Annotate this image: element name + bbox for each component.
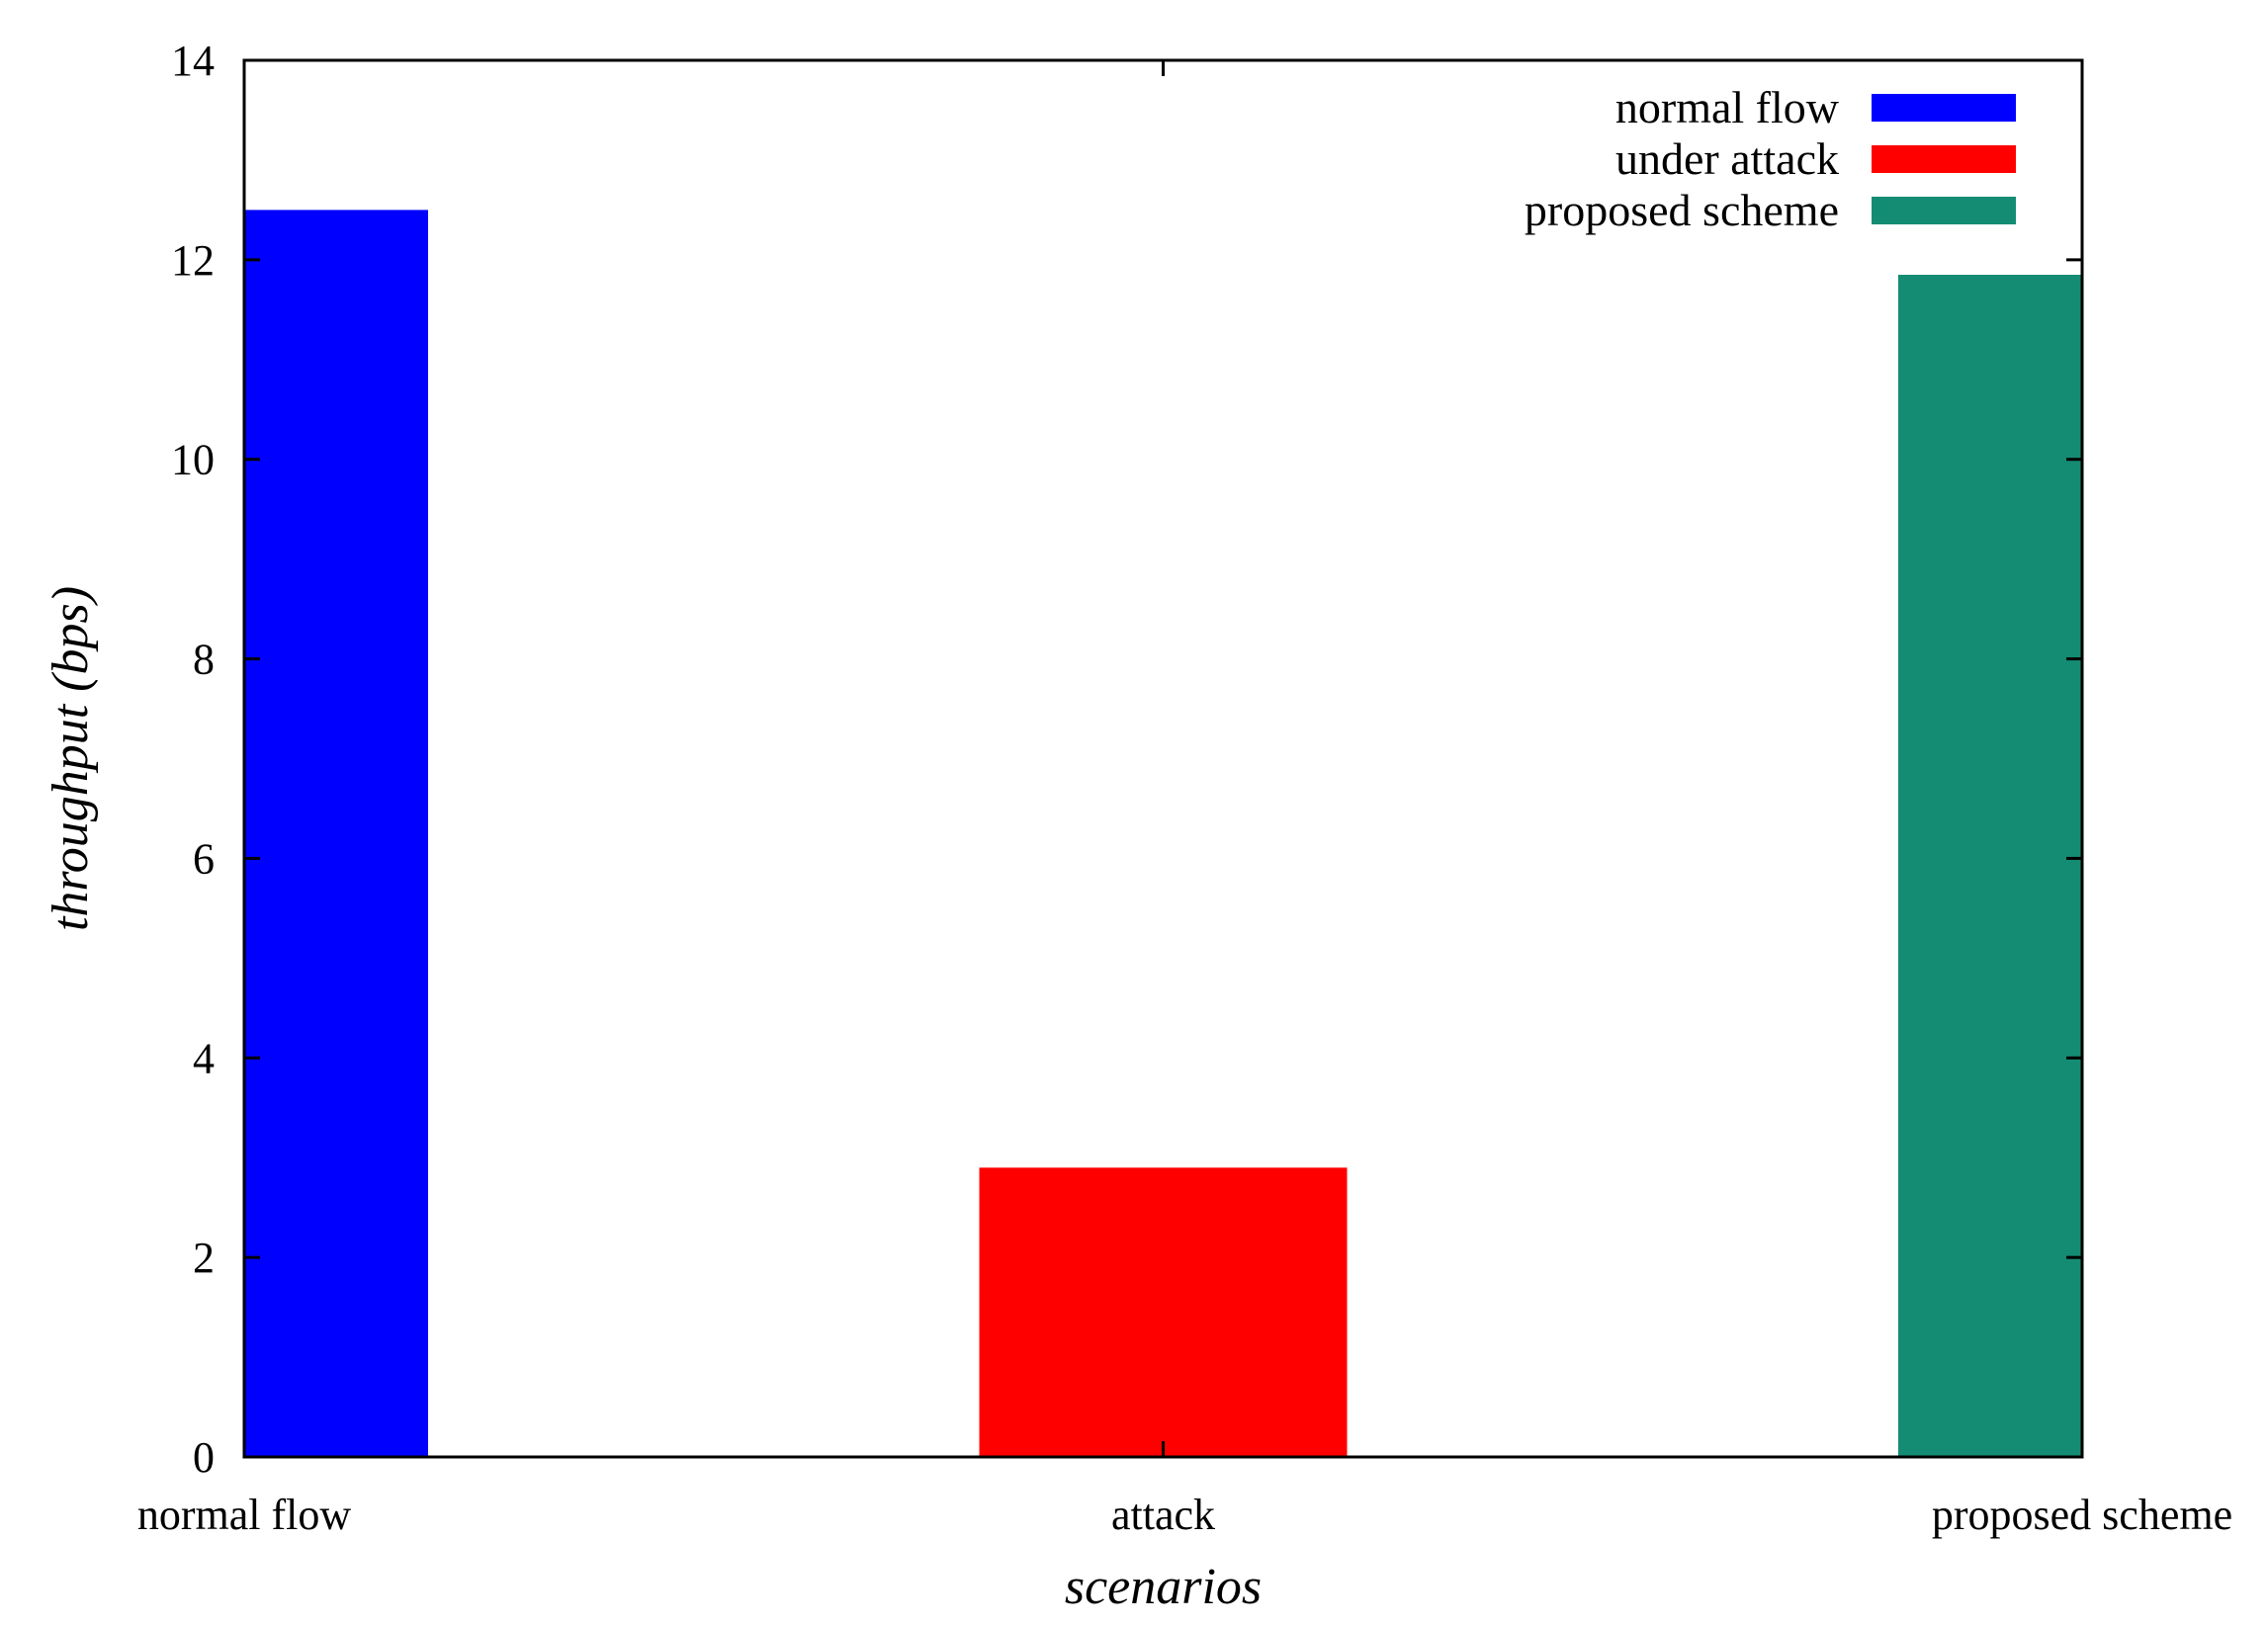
y-tick-label: 4 bbox=[193, 1034, 215, 1082]
x-axis-title: scenarios bbox=[1065, 1559, 1262, 1615]
legend-swatch bbox=[1872, 197, 2016, 224]
legend-label: proposed scheme bbox=[1525, 185, 1839, 235]
y-tick-label: 10 bbox=[171, 436, 215, 484]
bar-attack bbox=[979, 1167, 1348, 1457]
ticks-layer: 0 2 4 6 8 10 12 14 normal flow attack proposed sch… bbox=[137, 37, 2232, 1539]
y-tick-label: 6 bbox=[193, 834, 215, 883]
y-tick-label: 14 bbox=[171, 37, 215, 85]
legend-swatch bbox=[1872, 94, 2016, 122]
x-tick-label: attack bbox=[1111, 1491, 1215, 1539]
y-tick-label: 0 bbox=[193, 1433, 215, 1482]
x-tick-label: proposed scheme bbox=[1932, 1491, 2232, 1539]
y-tick-label: 8 bbox=[193, 636, 215, 684]
legend-label: normal flow bbox=[1615, 82, 1840, 132]
y-tick-label: 12 bbox=[171, 236, 215, 285]
x-tick-label: normal flow bbox=[137, 1491, 352, 1539]
legend-swatch bbox=[1872, 145, 2016, 173]
y-tick-label: 2 bbox=[193, 1234, 215, 1282]
bars-layer bbox=[244, 210, 2082, 1457]
y-axis-title: throughput (bps) bbox=[43, 586, 99, 931]
legend-label: under attack bbox=[1615, 133, 1839, 184]
bar-proposed-scheme bbox=[1898, 274, 2082, 1457]
bar-normal-flow bbox=[244, 210, 428, 1457]
